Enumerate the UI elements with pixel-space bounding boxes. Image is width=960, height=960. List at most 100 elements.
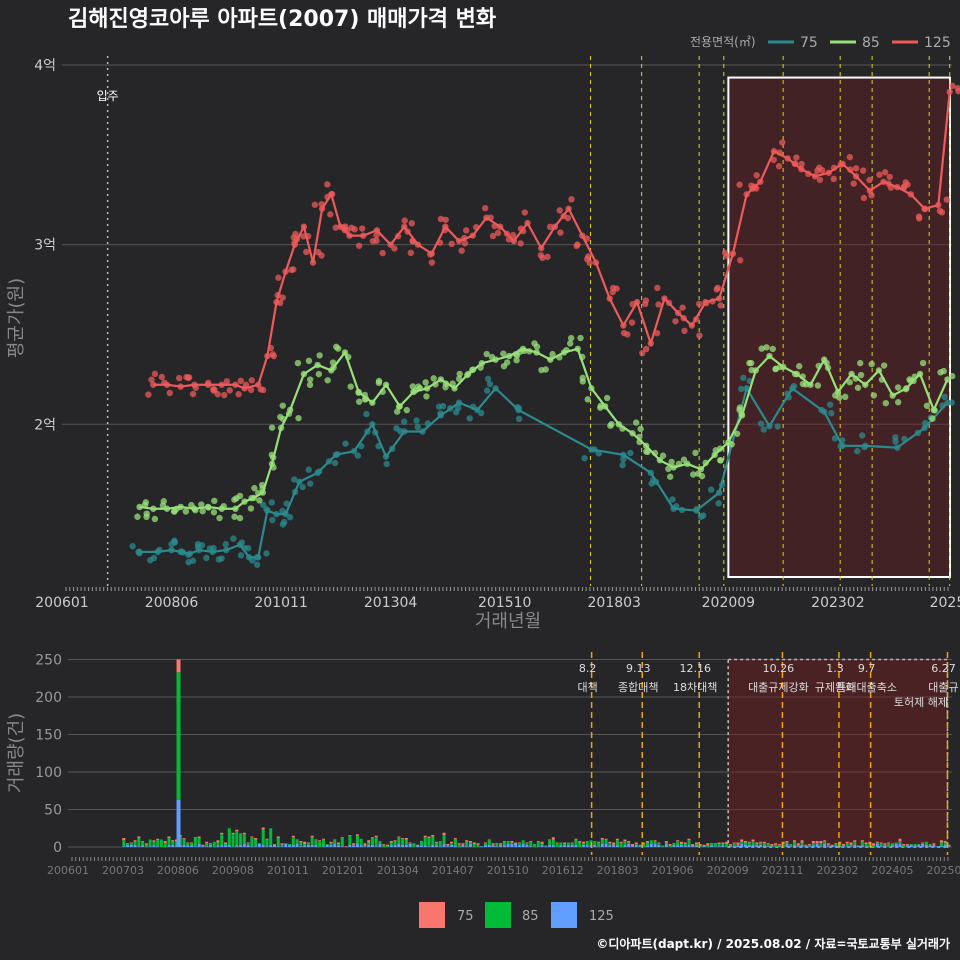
volume-bar [502,841,506,842]
volume-bar [457,843,461,845]
volume-bar [141,841,145,846]
volume-bar [540,844,544,846]
volume-bar [947,844,951,846]
volume-bar [634,842,638,844]
data-point-125 [185,374,192,382]
data-point-85 [432,381,439,388]
volume-bar [710,845,714,847]
volume-bar [272,844,276,847]
data-point-75 [831,435,839,442]
data-point-75 [484,375,492,383]
data-point-125 [935,201,942,209]
volume-bar [566,845,570,847]
data-point-85 [746,359,753,367]
x-tick-label: 201304 [364,595,418,611]
data-point-85 [280,415,287,423]
volume-bar [698,845,702,847]
volume-bar [239,833,243,835]
volume-bar [653,841,657,844]
volume-bar [427,846,431,847]
volume-bar [269,828,273,845]
data-point-85 [329,359,337,366]
volume-bar [804,844,808,846]
volume-bar [389,845,393,847]
volume-bar [276,836,280,838]
volume-bar [898,841,902,844]
data-point-125 [408,220,415,227]
data-point-85 [799,373,806,380]
volume-bar [148,846,152,847]
data-point-125 [850,180,857,187]
volume-bar [789,846,793,847]
volume-bar [295,844,299,847]
data-point-85 [423,393,430,400]
volume-bar [521,840,525,844]
data-point-75 [419,428,426,435]
volume-bar [612,842,616,845]
data-point-85 [455,375,463,383]
data-point-125 [300,223,308,230]
volume-bar [152,845,156,847]
volume-bar [849,846,853,847]
volume-bar [879,842,883,844]
volume-bar [860,840,864,842]
volume-panel: 0 50 100 150 200 250 8.2 대책 9.13 종합대책 12.16 18차대책 10… [35,652,960,877]
data-point-75 [650,476,657,484]
volume-bar [710,844,714,846]
data-point-75 [790,382,798,390]
data-point-75 [299,483,306,491]
data-point-125 [949,82,956,90]
volume-bar [333,839,337,841]
data-point-125 [816,176,824,184]
volume-bar [329,844,333,847]
data-point-75 [766,422,773,430]
volume-bar [137,838,141,847]
volume-bar [141,845,145,847]
data-point-85 [944,376,951,383]
data-point-85 [923,402,931,409]
data-point-125 [943,196,950,203]
data-point-85 [188,501,195,509]
volume-bar [310,837,314,845]
data-point-125 [565,205,572,212]
data-point-85 [736,406,743,414]
volume-bar [713,846,717,847]
data-point-85 [134,513,141,520]
data-point-85 [791,370,799,378]
data-point-75 [369,421,376,428]
volume-bar [446,845,450,847]
volume-bar [653,844,657,847]
volume-bar [887,843,891,847]
data-point-75 [627,449,634,457]
volume-bar [570,844,574,847]
data-point-75 [859,432,866,439]
volume-bar [235,829,239,832]
data-point-125 [579,232,586,239]
data-point-75 [382,453,390,460]
volume-bar [401,838,405,839]
data-point-85 [637,425,644,433]
volume-bar [890,843,894,846]
policy-date: 6.27 [931,662,956,675]
data-point-75 [195,546,203,554]
data-point-85 [563,346,570,354]
data-point-75 [478,409,485,417]
data-point-125 [269,351,276,358]
volume-bar [747,841,751,843]
volume-bar [419,845,423,847]
volume-bar [872,845,876,847]
volume-bar [744,844,747,847]
data-point-85 [852,375,859,382]
volume-bar [306,842,310,844]
data-point-75 [515,405,523,412]
volume-bar [254,846,258,847]
volume-bar [883,845,887,847]
data-point-125 [379,249,386,257]
data-point-75 [400,418,408,425]
volume-bar [495,843,499,844]
volume-bar [246,842,250,844]
volume-bar [374,837,378,847]
volume-bar [943,841,947,843]
data-point-125 [653,329,661,337]
data-point-125 [463,227,470,234]
